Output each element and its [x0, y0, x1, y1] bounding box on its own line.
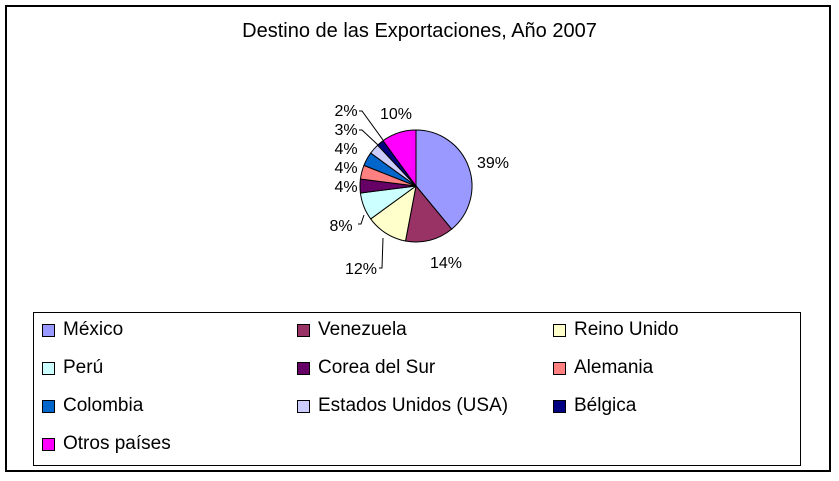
data-label: 4% [334, 141, 357, 158]
data-label: 14% [430, 255, 462, 272]
legend-swatch [553, 323, 566, 337]
data-label: 4% [334, 179, 357, 196]
legend-swatch [42, 399, 55, 413]
legend-swatch [553, 361, 566, 375]
legend-swatch [42, 437, 55, 451]
legend-swatch [553, 399, 566, 413]
legend-label: Venezuela [318, 319, 407, 340]
pie-slice [382, 129, 417, 188]
legend-item: Perú [42, 357, 103, 379]
data-label: 3% [334, 122, 357, 139]
legend-label: Perú [63, 357, 104, 378]
legend-item: Venezuela [297, 319, 407, 341]
legend-label: Bélgica [574, 395, 637, 416]
data-label: 39% [477, 155, 509, 172]
data-label: 8% [329, 218, 352, 235]
legend-label: México [63, 319, 124, 340]
legend-swatch [297, 323, 310, 337]
legend-swatch [42, 323, 55, 337]
legend-label: Alemania [574, 357, 654, 378]
legend-item: Alemania [553, 357, 653, 379]
legend-item: Bélgica [553, 395, 636, 417]
legend-swatch [297, 399, 310, 413]
legend-item: Estados Unidos (USA) [297, 395, 508, 417]
data-label: 2% [334, 103, 357, 120]
data-label: 4% [334, 160, 357, 177]
legend-swatch [42, 361, 55, 375]
leader-line [379, 237, 384, 269]
legend-swatch [297, 361, 310, 375]
leader-line [358, 214, 365, 225]
leader-line [359, 129, 379, 146]
legend-label: Corea del Sur [318, 357, 436, 378]
pie-slice [415, 129, 473, 230]
legend-label: Otros países [63, 433, 171, 454]
leader-line [359, 110, 384, 141]
legend-item: Corea del Sur [297, 357, 435, 379]
legend: México Venezuela Reino Unido Perú Corea del … [33, 312, 801, 466]
chart-frame [5, 5, 831, 472]
legend-label: Estados Unidos (USA) [318, 395, 509, 416]
legend-item: Otros países [42, 433, 171, 455]
chart-title: Destino de las Exportaciones, Año 2007 [242, 20, 597, 42]
legend-label: Reino Unido [574, 319, 679, 340]
legend-item: Colombia [42, 395, 143, 417]
legend-item: Reino Unido [553, 319, 679, 341]
legend-label: Colombia [63, 395, 144, 416]
data-label: 12% [345, 261, 377, 278]
data-label: 10% [380, 106, 412, 123]
legend-item: México [42, 319, 123, 341]
